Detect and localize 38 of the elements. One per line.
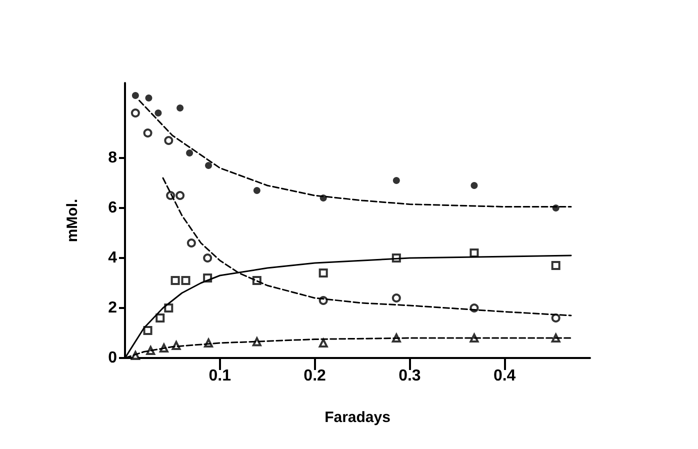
point: [186, 150, 194, 156]
y-tick-label: 6: [108, 200, 118, 216]
y-axis-title: mMol.: [64, 198, 81, 242]
point: [203, 254, 212, 262]
x-tick-label: 0.2: [304, 368, 326, 384]
point: [181, 276, 190, 285]
y-tick-label: 0: [108, 350, 118, 366]
point: [186, 238, 196, 248]
x-axis-title: Faradays: [324, 409, 390, 426]
point: [470, 248, 479, 258]
x-tick-label: 0.4: [493, 368, 516, 384]
point: [170, 276, 180, 285]
line-series: [138, 100, 572, 208]
point: [318, 268, 328, 278]
point: [176, 191, 185, 200]
point: [156, 314, 165, 322]
point: [253, 187, 260, 194]
point: [130, 108, 140, 118]
point: [551, 261, 560, 270]
y-tick-label: 4: [108, 250, 118, 266]
point: [164, 304, 174, 312]
point: [392, 294, 401, 302]
y-tick-label: 2: [108, 300, 118, 316]
point: [164, 136, 174, 145]
point: [143, 128, 152, 138]
point: [205, 162, 212, 169]
point: [143, 326, 152, 335]
point: [154, 110, 162, 116]
point: [470, 182, 478, 189]
x-tick-label: 0.3: [398, 368, 421, 384]
point: [176, 104, 184, 112]
point: [132, 92, 139, 99]
point: [551, 314, 560, 322]
point: [252, 337, 262, 346]
x-tick-label: 0.1: [208, 368, 232, 384]
point: [392, 177, 400, 184]
point: [145, 94, 152, 102]
y-tick-label: 8: [108, 150, 118, 166]
